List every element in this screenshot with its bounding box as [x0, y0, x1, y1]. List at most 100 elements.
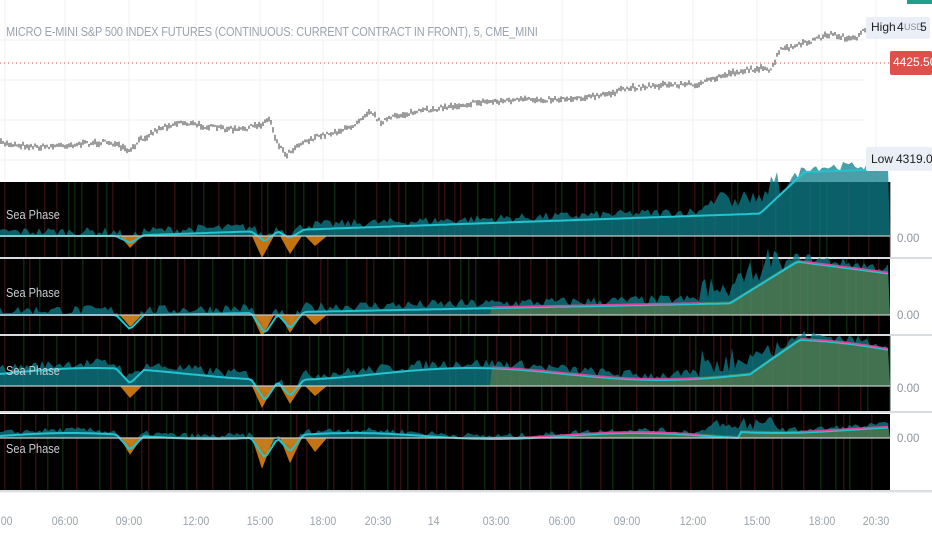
phase-bar [191, 182, 193, 257]
phase-bar [398, 182, 400, 257]
phase-bar [294, 182, 296, 257]
phase-bar [166, 414, 168, 490]
phase-bar [262, 336, 264, 411]
phase-bar [286, 259, 288, 334]
phase-bar [146, 259, 148, 334]
phase-bar [148, 414, 150, 490]
time-tick-label: 15:00 [743, 514, 770, 528]
orange-dip [305, 438, 327, 452]
phase-bar [444, 182, 446, 257]
phase-bar [529, 414, 531, 490]
phase-bar [621, 259, 623, 334]
phase-bar [670, 414, 672, 490]
phase-bar [598, 259, 600, 334]
indicator-pane-2 [0, 248, 932, 337]
phase-bar [4, 259, 6, 334]
phase-bar [329, 336, 331, 411]
phase-bar [39, 259, 41, 334]
phase-bar [141, 414, 143, 490]
phase-bar [20, 414, 22, 490]
phase-bar [110, 414, 112, 490]
orange-dip [120, 386, 142, 398]
currency-label: USD [904, 22, 924, 32]
phase-bar [550, 414, 552, 490]
phase-bar [212, 414, 214, 490]
low-price-badge [866, 147, 932, 171]
pane-2-zero: 0.00 [897, 310, 920, 322]
phase-bar [203, 182, 205, 257]
phase-bar [366, 259, 368, 334]
phase-bar [160, 259, 162, 334]
phase-bar [29, 259, 31, 334]
time-tick-label: 18:00 [309, 514, 336, 528]
phase-bar [689, 336, 691, 411]
time-tick-label: 06:00 [548, 514, 575, 528]
phase-bar [578, 259, 580, 334]
price-series [0, 28, 866, 159]
pane-4-zero: 0.00 [897, 433, 920, 445]
phase-bar [475, 259, 477, 334]
phase-bar [612, 414, 614, 490]
phase-bar [600, 414, 602, 490]
phase-bar [460, 259, 462, 334]
olive-fill-area [490, 337, 890, 386]
phase-bar [645, 259, 647, 334]
phase-bar [889, 182, 891, 257]
phase-bar [97, 182, 99, 257]
last-price-value: 4425.50 [893, 55, 932, 69]
phase-bar [327, 259, 329, 334]
phase-bar [580, 414, 582, 490]
phase-bar [290, 336, 292, 411]
pane-1-zero: 0.00 [897, 233, 920, 245]
phase-bar [232, 259, 234, 334]
high-price-badge [866, 17, 930, 39]
phase-bar [405, 182, 407, 257]
phase-bar [296, 414, 298, 490]
phase-bar [333, 414, 335, 490]
phase-bar [47, 414, 49, 490]
phase-line-magenta [491, 302, 700, 308]
phase-bar [76, 414, 78, 490]
phase-bar [261, 182, 263, 257]
phase-bar [835, 414, 837, 490]
time-tick-label: 14 [427, 514, 440, 528]
phase-bar [393, 259, 395, 334]
phase-line-magenta [491, 366, 700, 380]
phase-bar [351, 414, 353, 490]
phase-bar [555, 259, 557, 334]
phase-bar [303, 259, 305, 334]
teal-fill-area [0, 416, 890, 453]
phase-bar [317, 182, 319, 257]
phase-bar [653, 336, 655, 411]
phase-line [0, 338, 889, 401]
phase-bar [438, 182, 440, 257]
phase-bar [889, 336, 891, 411]
indicator-pane-4 [0, 414, 932, 492]
phase-bar [154, 259, 156, 334]
phase-bar [619, 336, 621, 411]
time-tick-label: 12:00 [679, 514, 706, 528]
orange-dip [252, 236, 274, 258]
high-value-tail: 5 [920, 20, 927, 34]
high-value-partial: 4 [897, 20, 904, 34]
orange-dip [252, 315, 274, 337]
phase-bar [697, 259, 699, 334]
phase-bar [520, 414, 522, 490]
orange-dip [305, 315, 327, 325]
phase-bar [186, 414, 188, 490]
phase-bar [449, 259, 451, 334]
phase-bar [44, 182, 46, 257]
scale-corner-marker [907, 0, 932, 4]
time-tick-label: 18:00 [808, 514, 835, 528]
phase-bar [519, 259, 521, 334]
phase-bar [427, 259, 429, 334]
phase-bar [132, 259, 134, 334]
pane-1-label: Sea Phase [6, 208, 60, 222]
phase-bar [407, 414, 409, 490]
phase-bar [229, 414, 231, 490]
phase-bar [327, 414, 329, 490]
indicator-pane-3 [0, 330, 932, 413]
olive-fill-area [490, 260, 890, 315]
